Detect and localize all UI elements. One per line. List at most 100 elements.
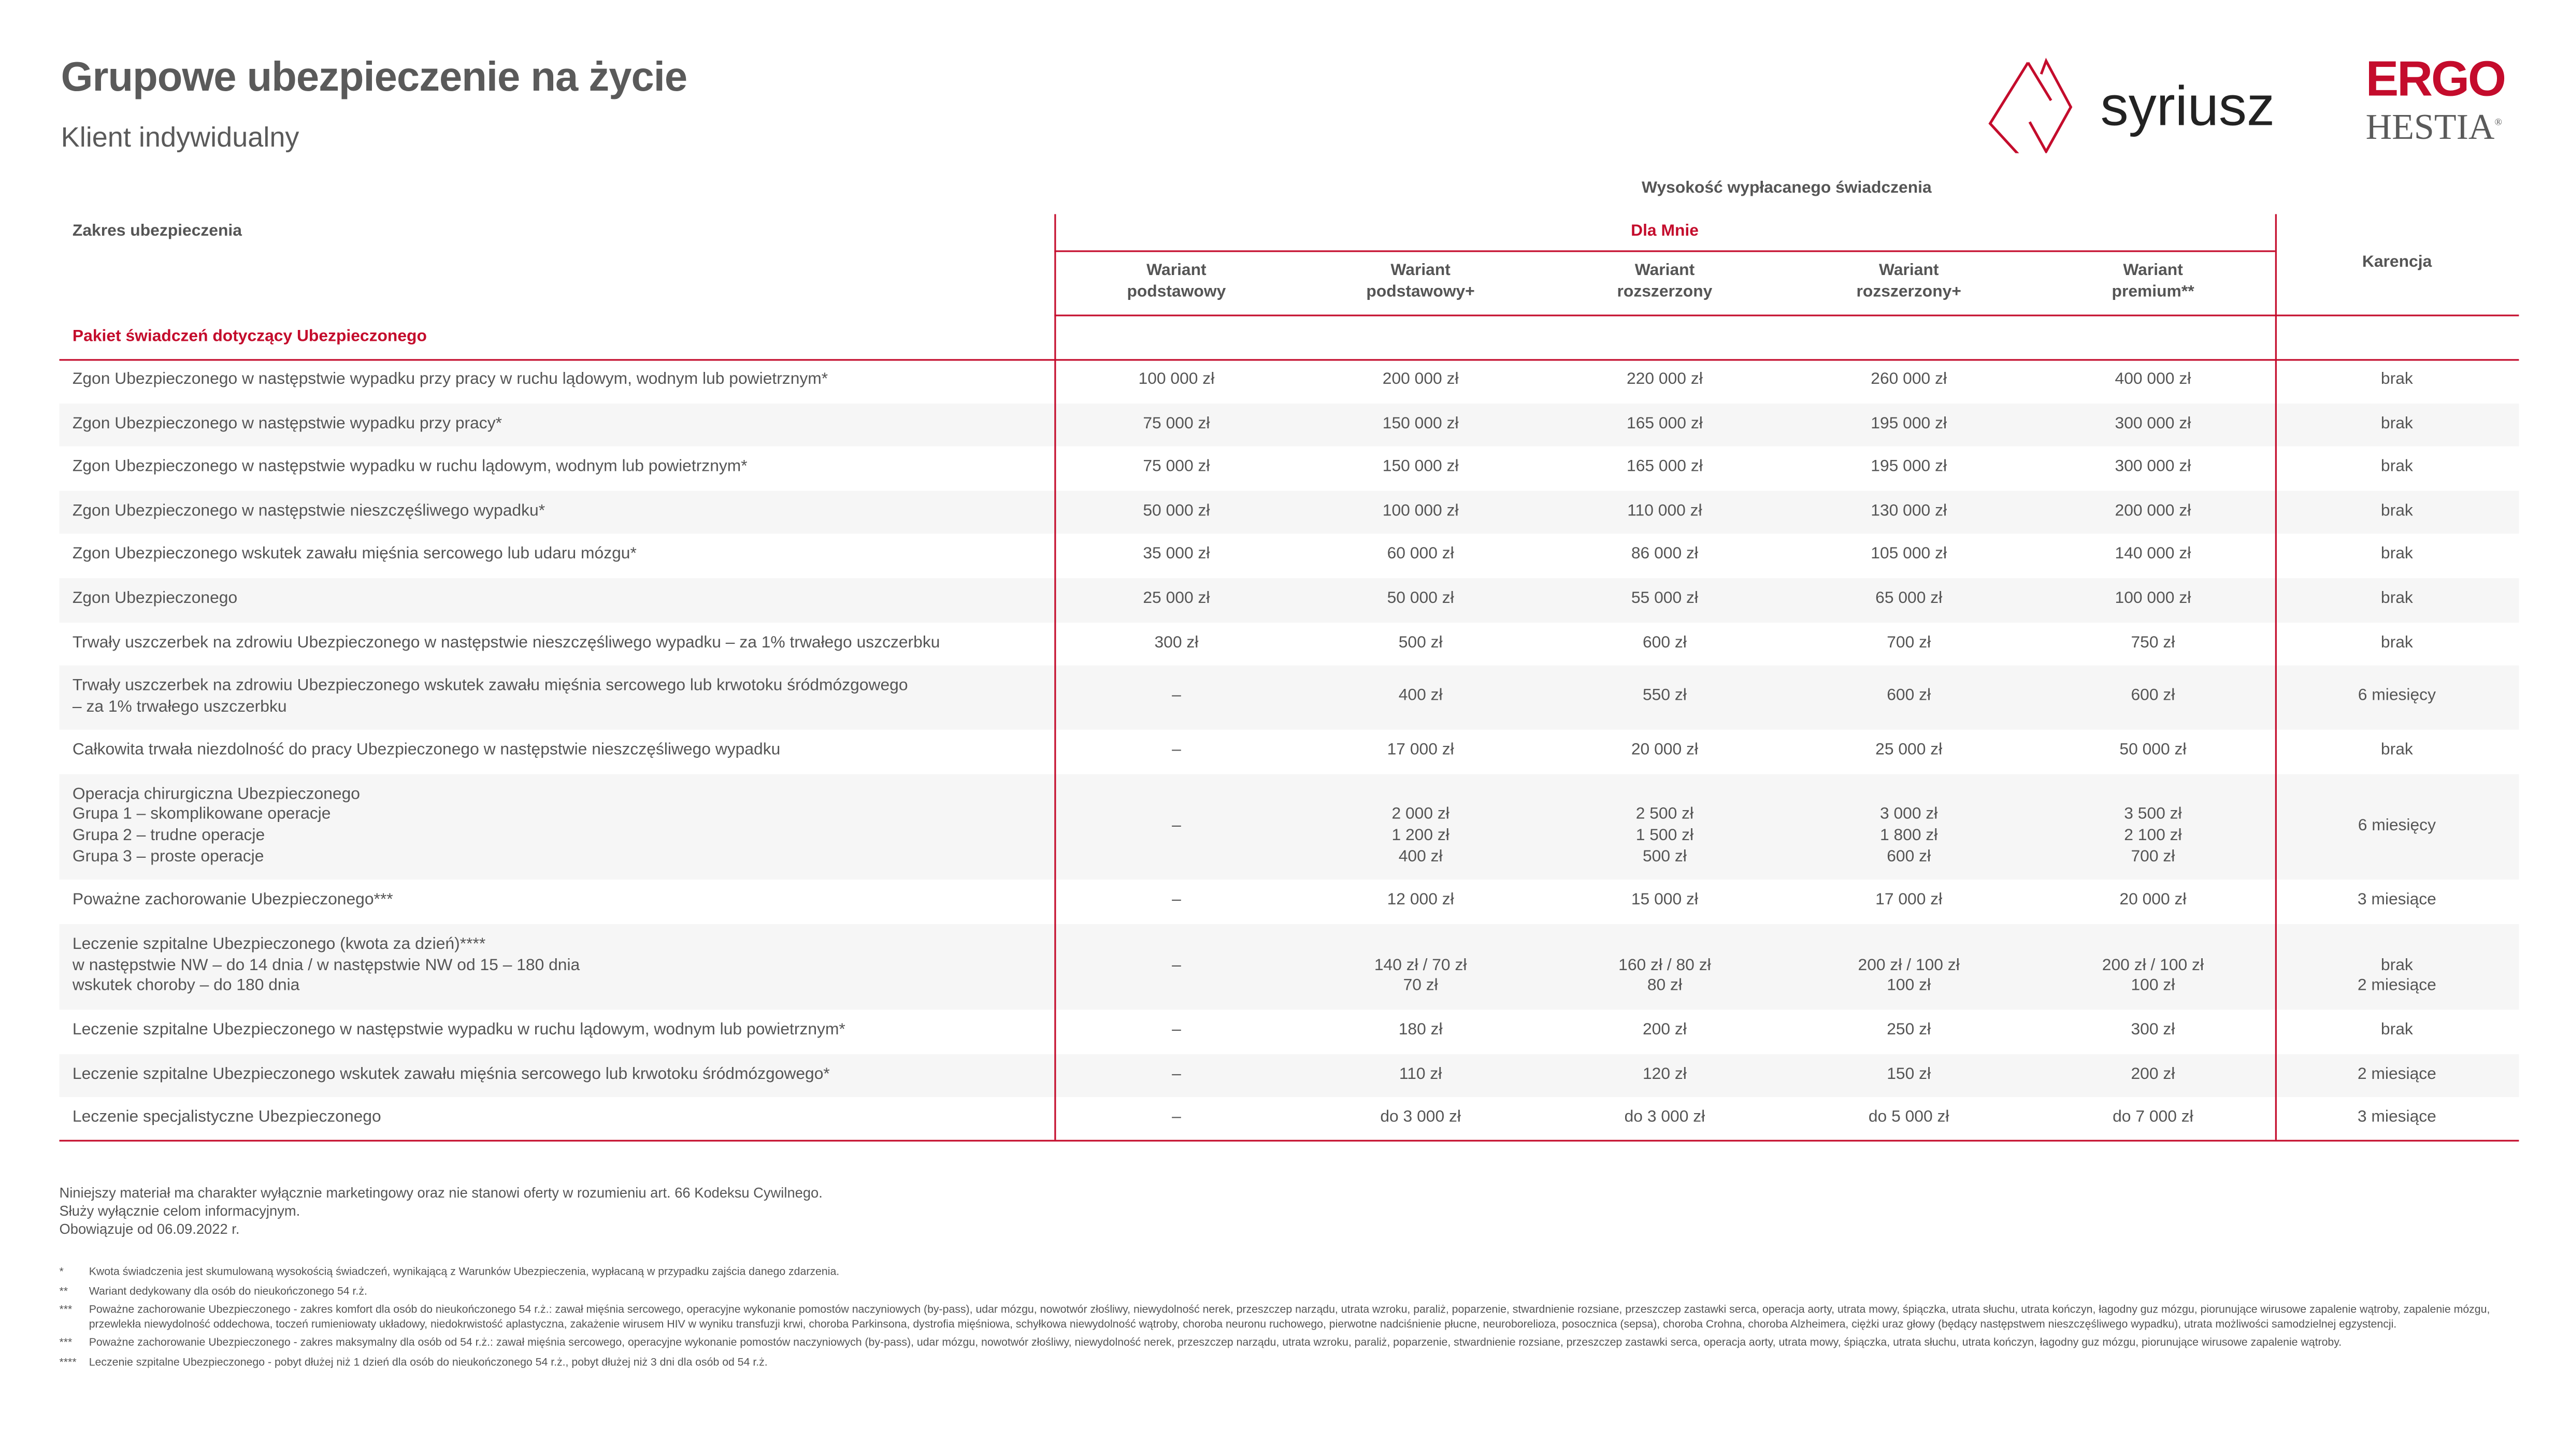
benefit-value: 300 000 zł [2031,414,2275,435]
benefit-value-line: do 5 000 zł [1868,1108,1949,1127]
benefit-value-line: 220 000 zł [1627,370,1703,389]
karencja-line: brak [2380,633,2413,652]
benefit-value: 17 000 zł [1787,891,2031,912]
row-label: Operacja chirurgiczna Ubezpieczonego Grup… [59,785,1044,869]
benefit-value-line: – [1172,816,1181,835]
benefit-value-line: 2 100 zł [2124,827,2182,845]
benefit-value-line: 200 000 zł [1382,370,1459,389]
benefit-value-line: 200 zł [1642,1021,1687,1040]
benefit-value-line: – [1172,891,1181,910]
row-label-line: Zgon Ubezpieczonego w następstwie wypadk… [72,458,748,477]
header-divider [1054,313,2519,316]
benefit-value-line: 60 000 zł [1387,545,1454,564]
benefit-value: – [1054,1065,1298,1086]
benefit-value-line: 165 000 zł [1627,414,1703,433]
benefit-value-line: 400 zł [1398,847,1443,866]
benefit-value-line: 500 zł [1642,847,1687,866]
row-label-line: Operacja chirurgiczna Ubezpieczonego [72,785,361,803]
benefit-amount-header: Wysokość wypłacanego świadczenia [1641,179,1932,198]
benefit-value: do 3 000 zł [1299,1108,1543,1129]
benefit-value-line: 110 000 zł [1627,501,1702,520]
row-label: Całkowita trwała niezdolność do pracy Ub… [59,742,1044,762]
benefit-value-line [1787,785,2031,806]
benefit-value-line: 25 000 zł [1143,589,1210,608]
benefit-value: do 5 000 zł [1787,1108,2031,1129]
benefit-value: 250 zł [1787,1021,2031,1042]
footnote-mark: *** [59,1337,73,1350]
benefit-value: 120 zł [1543,1065,1787,1086]
benefit-value: 20 000 zł [1543,742,1787,762]
benefit-value-line: 200 zł / 100 zł [1858,956,1960,975]
row-label: Zgon Ubezpieczonego wskutek zawału mięśn… [59,545,1044,566]
karencja-header: Karencja [2362,253,2432,272]
benefit-value: 200 000 zł [2031,502,2275,523]
benefit-value-line: 100 zł [2131,977,2175,996]
benefit-value-line: – [1172,1021,1181,1040]
benefit-value-line: 160 zł / 80 zł [1618,956,1711,975]
benefit-value: 195 000 zł [1787,414,2031,435]
footnote-text: Leczenie szpitalne Ubezpieczonego - poby… [89,1357,768,1368]
table-row: Operacja chirurgiczna Ubezpieczonego Grup… [59,774,2519,880]
row-label-line: Grupa 2 – trudne operacje [72,827,265,845]
row-label-line: Zgon Ubezpieczonego wskutek zawału mięśn… [72,545,637,564]
benefit-value-line: 2 500 zł [1635,806,1694,825]
footnote: *** Poważne zachorowanie Ubezpieczonego -… [59,1305,2522,1332]
benefit-value-line: 2 000 zł [1391,806,1449,825]
row-label: Zgon Ubezpieczonego w następstwie wypadk… [59,371,1044,392]
benefit-value-line: 110 zł [1399,1065,1442,1084]
benefit-value-line: – [1172,956,1181,975]
karencja-line: brak [2380,589,2413,608]
footnote-mark: **** [59,1357,77,1368]
benefit-value: do 3 000 zł [1543,1108,1787,1129]
benefit-value: 55 000 zł [1543,590,1787,611]
footnote-text: Wariant dedykowany dla osób do nieukończ… [89,1286,367,1298]
karencja-line: brak [2380,370,2413,389]
karencja-value: brak 2 miesiące [2275,935,2519,998]
column-divider [2274,214,2276,1140]
benefit-value-line [1299,785,1543,806]
benefit-value: 195 000 zł [1787,458,2031,479]
benefit-value: 600 zł [2031,687,2275,708]
benefit-value: – [1054,1108,1298,1129]
benefit-value: 35 000 zł [1054,545,1298,566]
benefit-value-line: 120 zł [1642,1065,1687,1084]
table-row: Zgon Ubezpieczonego 25 000 zł 50 000 zł 55 … [59,578,2519,623]
benefit-value: 180 zł [1299,1021,1543,1042]
benefit-value-line: 55 000 zł [1631,589,1698,608]
benefit-value: 17 000 zł [1299,742,1543,762]
benefit-value-line: 140 000 zł [2115,545,2191,564]
scope-header: Zakres ubezpieczenia [72,222,242,241]
karencja-line: 2 miesiące [2357,977,2436,996]
benefit-value-line [1543,785,1787,806]
benefit-value-line: 70 zł [1403,977,1438,996]
benefit-value: 100 000 zł [1299,502,1543,523]
header-divider [59,358,2519,361]
table-row: Zgon Ubezpieczonego w następstwie nieszc… [59,491,2519,534]
footnote-text: Poważne zachorowanie Ubezpieczonego - za… [89,1305,2490,1331]
row-label-line: w następstwie NW – do 14 dnia / w następ… [72,956,580,975]
benefit-value: 165 000 zł [1543,458,1787,479]
dla-mnie-header: Dla Mnie [1631,222,1699,241]
row-label: Poważne zachorowanie Ubezpieczonego*** [59,891,1044,912]
benefit-value-line: 180 zł [1398,1021,1443,1040]
table-row: Leczenie szpitalne Ubezpieczonego wskute… [59,1054,2519,1097]
benefit-value: 700 zł [1787,633,2031,654]
benefit-value: 200 zł / 100 zł 100 zł [1787,935,2031,998]
benefit-value-line: 12 000 zł [1387,891,1454,910]
footnote: *** Poważne zachorowanie Ubezpieczonego -… [59,1338,2522,1352]
benefit-value: 12 000 zł [1299,891,1543,912]
row-label: Zgon Ubezpieczonego [59,590,1044,611]
variant-header-line: rozszerzony+ [1856,282,1961,301]
benefit-value: 500 zł [1299,633,1543,654]
benefit-value: 25 000 zł [1787,742,2031,762]
footnotes: * Kwota świadczenia jest skumulowaną wyso… [59,1267,2522,1376]
benefit-value: 50 000 zł [1299,590,1543,611]
karencja-line: brak [2380,414,2413,433]
footnote-text: Kwota świadczenia jest skumulowaną wysok… [89,1266,840,1278]
row-label: Leczenie szpitalne Ubezpieczonego w nast… [59,1021,1044,1042]
benefit-value: 100 000 zł [2031,590,2275,611]
footnote: ** Wariant dedykowany dla osób do nieukoń… [59,1286,2522,1300]
row-label: Leczenie specjalistyczne Ubezpieczonego [59,1108,1044,1129]
benefit-value-line: 300 zł [1154,633,1199,652]
